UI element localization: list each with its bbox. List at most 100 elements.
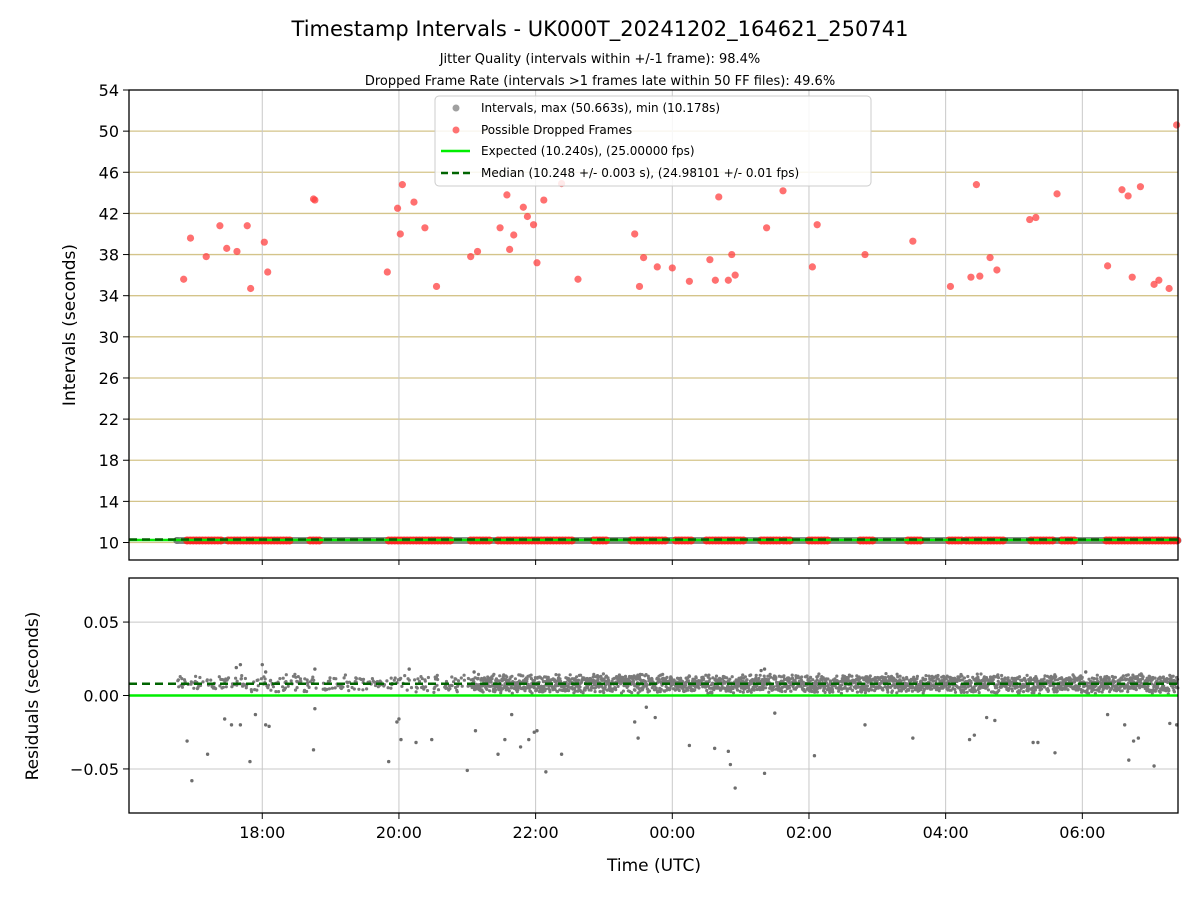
dropped-frame-point <box>432 282 441 291</box>
top-panel-plot <box>129 121 1182 545</box>
y-tick-label: 26 <box>99 369 119 388</box>
residual-point <box>532 730 536 734</box>
dropped-frame-point <box>1136 183 1145 191</box>
residual-point <box>535 729 539 733</box>
dropped-frame-point <box>506 245 514 254</box>
residual-points <box>176 672 1180 696</box>
top-panel-grid <box>129 90 1178 565</box>
residual-point <box>1168 721 1172 726</box>
residual-point <box>509 712 514 717</box>
residual-point <box>465 768 469 773</box>
dropped-frame-point <box>473 247 482 256</box>
x-tick-label: 22:00 <box>513 823 559 842</box>
x-tick-label: 06:00 <box>1059 823 1105 842</box>
dropped-frame-point <box>540 196 548 204</box>
residual-point <box>1031 740 1035 745</box>
residual-point <box>407 667 411 671</box>
residual-point <box>311 748 316 752</box>
dropped-frame-point <box>311 196 319 204</box>
y-tick-label: −0.05 <box>70 760 119 779</box>
dropped-frame-point <box>180 275 188 283</box>
dropped-frame-point <box>731 271 739 279</box>
legend-intervals-marker <box>452 104 460 112</box>
dropped-frame-point <box>724 276 732 284</box>
x-tick-label: 18:00 <box>239 823 285 842</box>
legend-expected-label: Expected (10.240s), (25.00000 fps) <box>481 144 695 158</box>
dropped-frame-point <box>1128 273 1136 281</box>
dropped-frame-point <box>946 282 955 291</box>
residual-point <box>773 711 777 715</box>
dropped-frame-point <box>247 284 255 293</box>
dropped-frame-point <box>496 224 504 232</box>
residual-point <box>397 717 401 721</box>
residual-point <box>238 723 243 727</box>
residual-point <box>190 778 194 783</box>
dropped-frame-point <box>808 263 816 271</box>
dropped-frame-point <box>467 253 475 261</box>
dropped-frame-point <box>421 224 429 232</box>
residual-point <box>636 736 640 740</box>
residual-point <box>1127 758 1131 762</box>
residual-point <box>263 670 268 674</box>
residual-point <box>759 668 763 673</box>
residual-point <box>386 759 391 764</box>
legend: Intervals, max (50.663s), min (10.178s) … <box>434 95 872 187</box>
dropped-frame-point <box>393 204 402 212</box>
dropped-frame-point <box>1026 215 1034 224</box>
residual-point <box>260 662 264 667</box>
residual-point <box>229 723 234 727</box>
residual-point <box>984 715 989 720</box>
residual-point <box>395 720 399 724</box>
residual-point <box>653 715 657 720</box>
dropped-frame-point <box>519 203 527 211</box>
dropped-frame-point <box>574 275 582 283</box>
residual-point <box>430 737 434 742</box>
dropped-frame-point <box>1124 192 1132 200</box>
residual-point <box>313 667 317 671</box>
dropped-frame-point <box>410 198 418 206</box>
x-tick-label: 02:00 <box>786 823 832 842</box>
y-tick-label: 34 <box>99 287 119 306</box>
x-tick-label: 20:00 <box>376 823 422 842</box>
residual-point <box>253 712 258 717</box>
dropped-frame-point <box>1165 284 1173 293</box>
residual-point <box>263 723 268 727</box>
y-tick-label: 54 <box>99 81 119 100</box>
y-tick-label: 0.05 <box>83 613 119 632</box>
dropped-frame-point <box>813 221 821 229</box>
y-tick-label: 46 <box>99 163 119 182</box>
chart-subtitle-dropped: Dropped Frame Rate (intervals >1 frames … <box>365 74 835 89</box>
residual-point <box>559 752 564 756</box>
residual-point <box>222 717 227 721</box>
dropped-frame-point <box>1150 280 1158 288</box>
y-tick-label: 18 <box>99 451 119 470</box>
residual-point <box>993 718 997 723</box>
dropped-frame-point <box>529 221 538 229</box>
residual-point <box>812 754 817 758</box>
residual-point <box>1036 740 1040 745</box>
y-tick-label: 50 <box>99 122 119 141</box>
dropped-frame-point <box>639 254 648 262</box>
residual-point <box>205 752 210 756</box>
y-tick-label: 38 <box>99 246 119 265</box>
dropped-frame-point <box>1104 262 1112 270</box>
dropped-frame-point <box>216 222 224 230</box>
dropped-frame-point <box>202 253 210 261</box>
dropped-frame-point <box>706 256 714 264</box>
top-panel-frame <box>128 89 1179 561</box>
residual-point <box>248 759 252 764</box>
top-panel-y-ticks: 10 14 18 22 26 30 34 38 42 46 50 54 <box>99 81 129 553</box>
residual-point <box>1084 670 1088 674</box>
dropped-frame-point <box>264 268 272 276</box>
residual-point <box>712 746 717 751</box>
bottom-y-axis-label: Residuals (seconds) <box>23 612 43 781</box>
chart-subtitle-jitter: Jitter Quality (intervals within +/-1 fr… <box>439 52 761 67</box>
legend-median-label: Median (10.248 +/- 0.003 s), (24.98101 +… <box>481 166 799 180</box>
dropped-frame-point <box>967 273 975 281</box>
residual-point <box>1131 739 1136 743</box>
bottom-panel-plot <box>129 662 1180 790</box>
dropped-frame-point <box>763 224 771 232</box>
dropped-frame-point <box>533 259 541 267</box>
dropped-frame-point <box>779 187 787 195</box>
dropped-frame-point <box>728 250 736 259</box>
